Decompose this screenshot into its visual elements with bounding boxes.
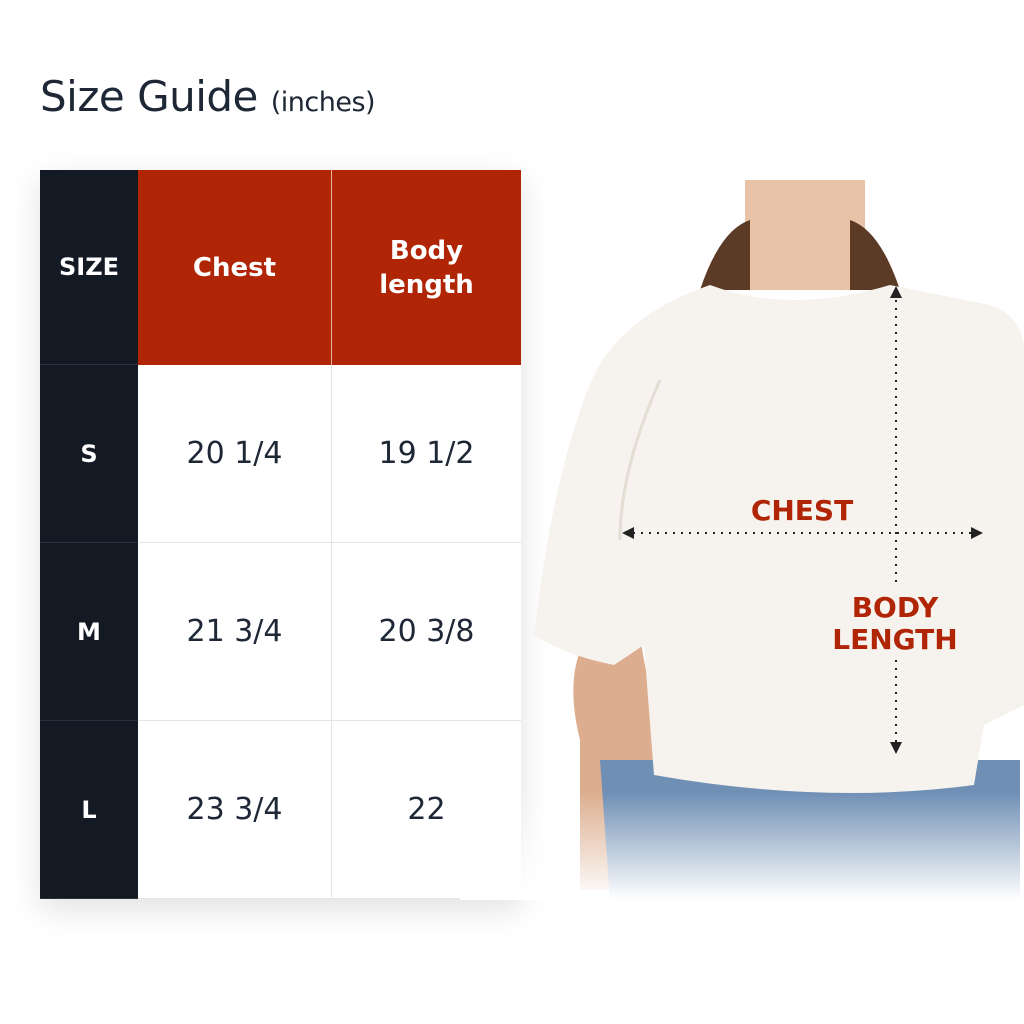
chest-label: CHEST <box>750 494 854 527</box>
size-cell: S <box>40 365 138 543</box>
body-length-label-line1: BODY <box>851 591 939 624</box>
chest-cell: 20 1/4 <box>138 365 331 543</box>
page-title: Size Guide (inches) <box>40 72 376 121</box>
table-header: SIZE Chest Body length <box>40 170 521 365</box>
body-length-label: BODY LENGTH <box>820 592 970 656</box>
header-chest: Chest <box>138 170 331 365</box>
header-size: SIZE <box>40 170 138 365</box>
body-length-label-line2: LENGTH <box>832 623 958 656</box>
table-row: L 23 3/4 22 <box>40 721 521 899</box>
title-main: Size Guide <box>40 72 258 121</box>
size-table: SIZE Chest Body length S 20 1/4 19 1/2 M… <box>40 170 521 899</box>
size-cell: M <box>40 543 138 721</box>
chest-cell: 21 3/4 <box>138 543 331 721</box>
size-cell: L <box>40 721 138 899</box>
header-body-length-text: Body length <box>379 235 474 300</box>
title-unit: (inches) <box>270 87 376 118</box>
chest-cell: 23 3/4 <box>138 721 331 899</box>
table-row: S 20 1/4 19 1/2 <box>40 365 521 543</box>
table-row: M 21 3/4 20 3/8 <box>40 543 521 721</box>
model-tshirt-photo <box>460 180 1024 900</box>
